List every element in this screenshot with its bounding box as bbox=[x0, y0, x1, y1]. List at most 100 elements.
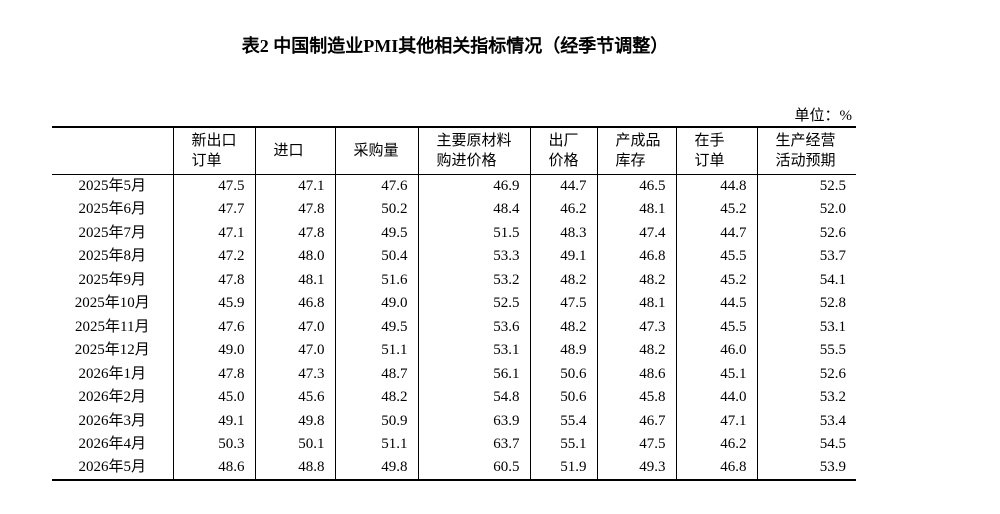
value-cell: 46.2 bbox=[675, 432, 757, 456]
header-cell: 进口 bbox=[254, 127, 335, 174]
value-cell: 51.1 bbox=[334, 432, 418, 456]
value-cell: 49.0 bbox=[172, 338, 255, 362]
value-cell: 46.8 bbox=[254, 291, 335, 315]
row-label: 2026年1月 bbox=[78, 365, 146, 382]
table-row: 2025年9月 47.8 48.1 51.6 53.2 48.2 48.2 45.2 54.1 bbox=[52, 268, 856, 292]
table-row: 2026年5月 48.6 48.8 49.8 60.5 51.9 49.3 46.8 53.9 bbox=[52, 456, 856, 480]
value-cell: 55.5 bbox=[756, 338, 856, 362]
value-cell: 53.9 bbox=[756, 456, 856, 480]
value-cell: 48.2 bbox=[529, 268, 597, 292]
row-label: 2025年10月 bbox=[74, 295, 150, 312]
value-cell: 49.3 bbox=[596, 456, 676, 480]
value-cell: 54.1 bbox=[756, 268, 856, 292]
value-cell: 49.8 bbox=[334, 456, 418, 480]
value-cell: 45.1 bbox=[675, 362, 757, 386]
value-cell: 48.1 bbox=[596, 197, 676, 221]
header-text: 活动预期 bbox=[775, 152, 836, 169]
value-cell: 47.6 bbox=[334, 174, 418, 198]
value-cell: 46.8 bbox=[675, 456, 757, 480]
value-cell: 48.1 bbox=[254, 268, 335, 292]
table-row: 2026年3月 49.1 49.8 50.9 63.9 55.4 46.7 47.1 53.4 bbox=[52, 409, 856, 433]
value-cell: 44.0 bbox=[675, 385, 757, 409]
value-cell: 49.1 bbox=[529, 244, 597, 268]
header-cell: 主要原材料 购进价格 bbox=[417, 127, 530, 174]
value-cell: 46.8 bbox=[596, 244, 676, 268]
value-cell: 45.2 bbox=[675, 268, 757, 292]
value-cell: 47.4 bbox=[596, 221, 676, 245]
value-cell: 47.3 bbox=[596, 315, 676, 339]
value-cell: 50.6 bbox=[529, 385, 597, 409]
value-cell: 47.2 bbox=[172, 244, 255, 268]
value-cell: 49.0 bbox=[334, 291, 418, 315]
header-text: 新出口 bbox=[191, 132, 237, 149]
value-cell: 48.2 bbox=[596, 338, 676, 362]
value-cell: 50.4 bbox=[334, 244, 418, 268]
value-cell: 48.3 bbox=[529, 221, 597, 245]
table-row: 2026年4月 50.3 50.1 51.1 63.7 55.1 47.5 46.2 54.5 bbox=[52, 432, 856, 456]
header-row: 新出口 订单 进口 采购量 主要原材料 购进价格 出厂 价格 产成品 库存 在手 订单 生产经营 活动预期 bbox=[52, 127, 856, 174]
value-cell: 63.7 bbox=[417, 432, 530, 456]
header-text: 出厂 bbox=[548, 132, 579, 149]
value-cell: 54.5 bbox=[756, 432, 856, 456]
table-row: 2026年1月 47.8 47.3 48.7 56.1 50.6 48.6 45.1 52.6 bbox=[52, 362, 856, 386]
value-cell: 44.7 bbox=[529, 174, 597, 198]
header-cell: 采购量 bbox=[334, 127, 418, 174]
value-cell: 46.0 bbox=[675, 338, 757, 362]
header-text: 购进价格 bbox=[436, 152, 497, 169]
value-cell: 45.6 bbox=[254, 385, 335, 409]
value-cell: 50.3 bbox=[172, 432, 255, 456]
header-text: 进口 bbox=[273, 142, 304, 159]
value-cell: 47.0 bbox=[254, 315, 335, 339]
value-cell: 52.5 bbox=[417, 291, 530, 315]
value-cell: 51.6 bbox=[334, 268, 418, 292]
value-cell: 52.6 bbox=[756, 221, 856, 245]
value-cell: 49.5 bbox=[334, 221, 418, 245]
value-cell: 46.7 bbox=[596, 409, 676, 433]
value-cell: 48.1 bbox=[596, 291, 676, 315]
value-cell: 51.1 bbox=[334, 338, 418, 362]
value-cell: 46.9 bbox=[417, 174, 530, 198]
value-cell: 46.2 bbox=[529, 197, 597, 221]
row-label: 2025年6月 bbox=[78, 201, 146, 218]
value-cell: 53.3 bbox=[417, 244, 530, 268]
value-cell: 47.6 bbox=[172, 315, 255, 339]
header-text: 价格 bbox=[548, 152, 579, 169]
value-cell: 48.2 bbox=[596, 268, 676, 292]
row-label: 2026年3月 bbox=[78, 412, 146, 429]
value-cell: 60.5 bbox=[417, 456, 530, 480]
value-cell: 46.5 bbox=[596, 174, 676, 198]
value-cell: 47.5 bbox=[172, 174, 255, 198]
value-cell: 48.0 bbox=[254, 244, 335, 268]
header-text: 产成品 bbox=[615, 132, 661, 149]
value-cell: 50.6 bbox=[529, 362, 597, 386]
value-cell: 47.7 bbox=[172, 197, 255, 221]
value-cell: 45.5 bbox=[675, 315, 757, 339]
table-row: 2025年11月 47.6 47.0 49.5 53.6 48.2 47.3 45.5 53.1 bbox=[52, 315, 856, 339]
value-cell: 53.4 bbox=[756, 409, 856, 433]
header-cell: 产成品 库存 bbox=[596, 127, 676, 174]
value-cell: 45.5 bbox=[675, 244, 757, 268]
value-cell: 45.8 bbox=[596, 385, 676, 409]
value-cell: 44.8 bbox=[675, 174, 757, 198]
row-label: 2025年9月 bbox=[78, 271, 146, 288]
value-cell: 53.1 bbox=[417, 338, 530, 362]
table-row: 2025年8月 47.2 48.0 50.4 53.3 49.1 46.8 45.5 53.7 bbox=[52, 244, 856, 268]
row-label: 2025年7月 bbox=[78, 224, 146, 241]
header-cell: 在手 订单 bbox=[675, 127, 757, 174]
value-cell: 48.9 bbox=[529, 338, 597, 362]
value-cell: 51.9 bbox=[529, 456, 597, 480]
value-cell: 49.5 bbox=[334, 315, 418, 339]
value-cell: 47.8 bbox=[172, 268, 255, 292]
value-cell: 45.9 bbox=[172, 291, 255, 315]
value-cell: 53.2 bbox=[417, 268, 530, 292]
header-text: 订单 bbox=[694, 152, 725, 169]
header-text: 订单 bbox=[191, 152, 222, 169]
value-cell: 48.2 bbox=[334, 385, 418, 409]
table-row: 2025年12月 49.0 47.0 51.1 53.1 48.9 48.2 46.0 55.5 bbox=[52, 338, 856, 362]
header-text: 库存 bbox=[615, 152, 646, 169]
row-label: 2025年5月 bbox=[78, 178, 146, 194]
header-cell: 新出口 订单 bbox=[172, 127, 255, 174]
value-cell: 47.8 bbox=[254, 197, 335, 221]
value-cell: 49.1 bbox=[172, 409, 255, 433]
